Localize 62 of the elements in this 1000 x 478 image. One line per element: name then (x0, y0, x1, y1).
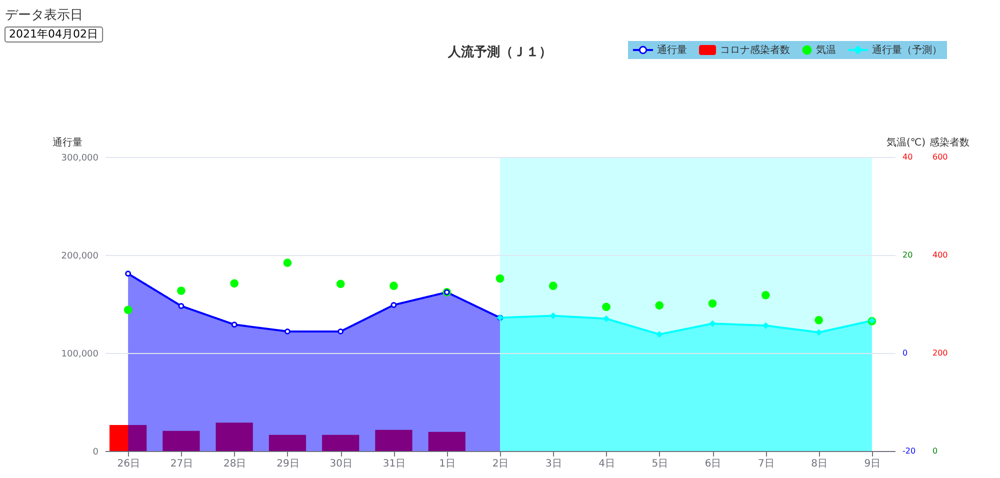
point (390, 282, 398, 290)
point (230, 279, 239, 288)
point (602, 302, 610, 312)
x-tick-label: 27日 (170, 458, 194, 470)
point (708, 299, 717, 308)
point (283, 258, 292, 268)
point (178, 302, 184, 309)
point (390, 302, 397, 308)
x-tick-label: 28日 (223, 458, 246, 470)
point (284, 328, 290, 334)
point (177, 286, 186, 295)
point (550, 312, 556, 319)
y3-tick-label: 200 (932, 348, 948, 358)
point (231, 322, 238, 328)
point (709, 320, 716, 327)
x-tick-label: 2日 (492, 458, 509, 470)
y3-tick-label: 400 (932, 250, 948, 260)
point (816, 329, 822, 336)
y3-tick-label: 0 (932, 446, 938, 456)
y3-axis-title: 感染者数 (930, 136, 970, 148)
x-tick-label: 1日 (439, 458, 456, 470)
point (603, 316, 610, 322)
y2-tick-label: 40 (902, 152, 913, 162)
legend-label: 通行量 (657, 44, 687, 56)
x-tick-label: 6日 (704, 458, 722, 470)
point (655, 301, 664, 310)
point (125, 270, 132, 277)
y-tick-label: 100,000 (61, 350, 99, 360)
legend-label: コロナ感染者数 (720, 44, 790, 56)
y3-tick-label: 600 (932, 152, 948, 162)
y2-tick-label: 0 (902, 348, 908, 358)
y2-tick-label: -20 (902, 446, 916, 456)
legend-label: 気温 (816, 44, 836, 56)
x-tick-label: 26日 (117, 458, 140, 470)
y-tick-label: 200,000 (61, 252, 99, 262)
x-tick-label: 8日 (811, 458, 828, 470)
legend-label: 通行量（予測） (872, 44, 942, 56)
y-tick-label: 0 (92, 448, 99, 458)
point (761, 291, 770, 300)
point (548, 282, 558, 290)
point (814, 316, 823, 324)
text: 2021年04月02日 (9, 28, 98, 40)
point (656, 331, 663, 338)
chart-title: 人流予測（Ｊ１） (447, 44, 552, 60)
point (338, 328, 344, 334)
x-tick-label: 5日 (652, 458, 668, 470)
point (496, 274, 504, 283)
x-tick-label: 9日 (864, 458, 881, 470)
x-tick-label: 4日 (598, 458, 615, 470)
point (124, 306, 132, 314)
x-tick-label: 31日 (382, 458, 406, 470)
point (762, 322, 769, 329)
y2-tick-label: 20 (902, 250, 913, 260)
y-axis-title: 通行量 (52, 136, 82, 148)
text: データ表示日 (5, 8, 83, 23)
x-tick-label: 7日 (758, 458, 774, 470)
x-tick-label: 30日 (330, 458, 352, 470)
x-tick-label: 29日 (276, 458, 300, 470)
y-tick-label: 300,000 (61, 154, 99, 164)
y2-axis-title: 気温(℃) (886, 136, 926, 148)
x-tick-label: 3日 (545, 458, 562, 470)
point (336, 280, 345, 288)
